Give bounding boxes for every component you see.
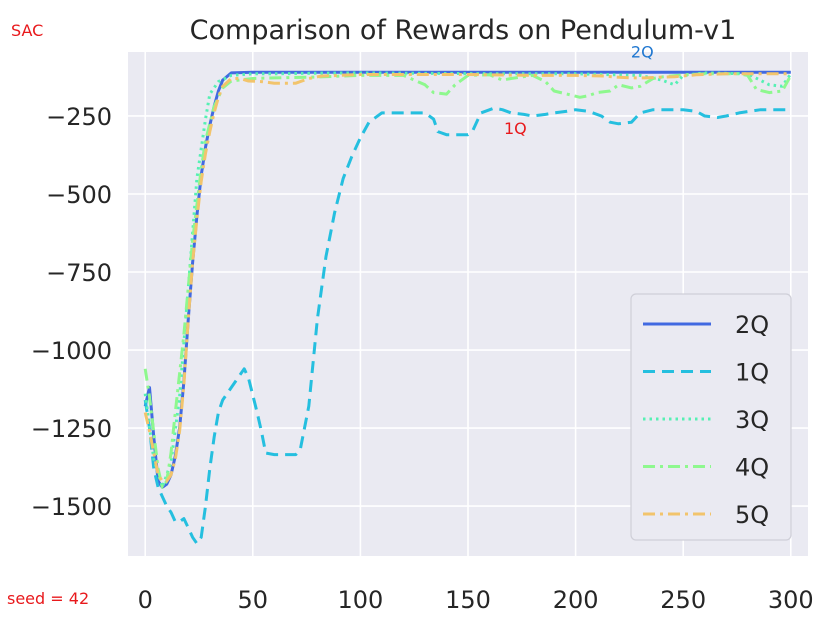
y-tick-label: −1000	[31, 337, 112, 365]
y-tick-label: −250	[46, 103, 112, 131]
y-tick-label: −750	[46, 259, 112, 287]
legend-label-3q: 3Q	[735, 406, 769, 434]
series-line-1q	[143, 106, 791, 545]
x-tick-label: 150	[445, 586, 491, 614]
x-tick-label: 300	[768, 586, 814, 614]
y-tick-label: −500	[46, 181, 112, 209]
y-tick-label: −1250	[31, 415, 112, 443]
series-line-5q	[143, 72, 791, 483]
x-tick-labels: 0 50 100 150 200 250 300	[138, 586, 814, 614]
y-tick-labels: −250 −500 −750 −1000 −1250 −1500	[31, 103, 112, 521]
x-tick-label: 0	[138, 586, 153, 614]
sac-label: SAC	[11, 21, 43, 40]
y-tick-label: −1500	[31, 493, 112, 521]
x-tick-label: 250	[660, 586, 706, 614]
series-line-2q	[143, 70, 791, 489]
x-tick-label: 50	[238, 586, 269, 614]
legend-label-4q: 4Q	[735, 454, 769, 482]
chart-title: Comparison of Rewards on Pendulum-v1	[190, 15, 737, 46]
series-layer	[143, 70, 793, 545]
x-tick-label: 200	[553, 586, 599, 614]
legend-label-5q: 5Q	[735, 501, 769, 529]
annotation-label: 1Q	[504, 119, 527, 138]
series-line-4q	[143, 72, 793, 489]
chart-annotations: 2Q 1Q	[504, 42, 654, 138]
legend-label-1q: 1Q	[735, 359, 769, 387]
x-tick-label: 100	[337, 586, 383, 614]
legend-label-2q: 2Q	[735, 311, 769, 339]
annotation-label: 2Q	[631, 42, 654, 61]
legend: 2Q 1Q 3Q 4Q 5Q	[630, 293, 792, 541]
seed-label: seed = 42	[7, 589, 89, 608]
legend-box	[630, 293, 792, 541]
